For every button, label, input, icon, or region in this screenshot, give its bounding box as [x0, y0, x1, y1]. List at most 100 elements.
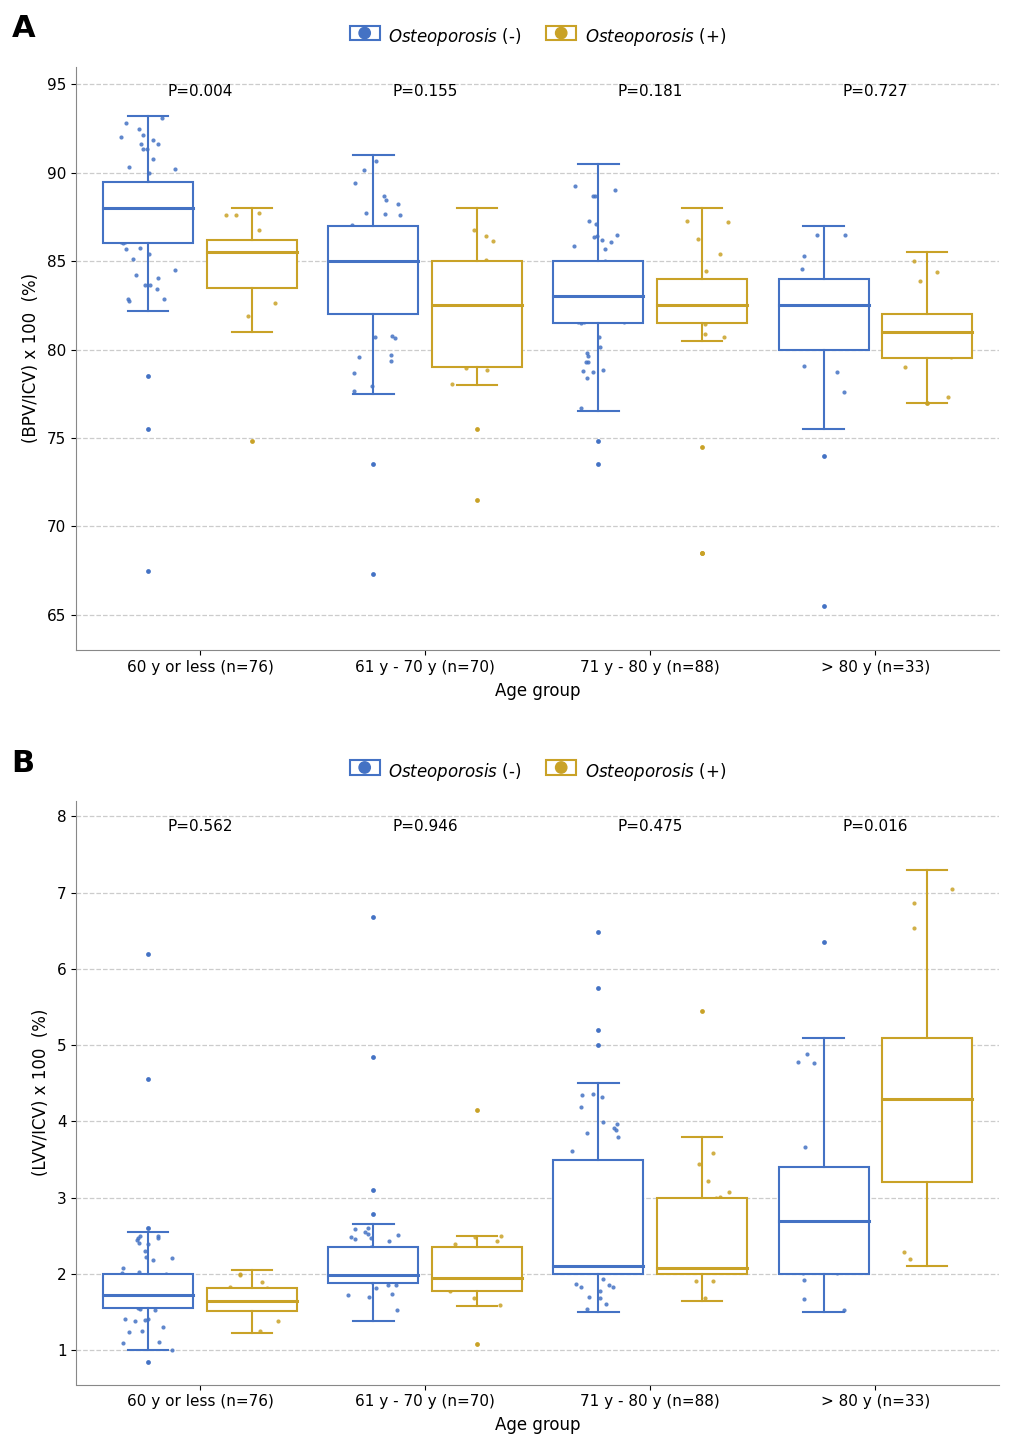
Point — [469, 1099, 485, 1122]
Point — [704, 1241, 720, 1264]
Point — [141, 215, 157, 239]
Point — [934, 1136, 951, 1160]
Point — [127, 204, 144, 227]
Point — [610, 1222, 627, 1245]
Point — [795, 1269, 811, 1292]
Point — [574, 1154, 590, 1177]
Bar — [103, 1275, 193, 1308]
Point — [591, 1286, 607, 1310]
Point — [567, 1235, 583, 1259]
Bar — [656, 1197, 746, 1275]
Point — [128, 202, 145, 226]
Point — [581, 1285, 597, 1308]
Point — [386, 327, 403, 351]
Point — [154, 106, 170, 129]
Point — [379, 218, 395, 242]
Point — [466, 1225, 482, 1248]
Point — [589, 1212, 605, 1235]
Point — [140, 201, 156, 224]
Point — [814, 1168, 830, 1192]
Point — [697, 1260, 713, 1283]
Point — [113, 230, 129, 253]
Point — [607, 292, 624, 316]
Point — [350, 1253, 366, 1276]
Point — [797, 1235, 813, 1259]
Point — [580, 345, 596, 368]
Point — [368, 221, 384, 244]
Text: P=0.004: P=0.004 — [167, 84, 232, 99]
Point — [615, 1235, 632, 1259]
Point — [579, 1244, 595, 1267]
Point — [489, 262, 505, 285]
Point — [809, 320, 825, 343]
Point — [587, 258, 603, 281]
Point — [607, 1218, 624, 1241]
Point — [710, 298, 727, 322]
Point — [357, 1219, 373, 1243]
Point — [137, 1240, 153, 1263]
Point — [577, 259, 593, 282]
Point — [341, 1256, 358, 1279]
Point — [695, 1228, 711, 1251]
Point — [162, 1275, 178, 1298]
Point — [583, 287, 599, 310]
Point — [371, 1248, 387, 1272]
Point — [150, 1331, 166, 1355]
Point — [591, 336, 607, 359]
Point — [590, 976, 606, 1000]
Point — [363, 1235, 379, 1259]
Point — [573, 311, 589, 335]
Point — [387, 246, 404, 269]
Point — [375, 298, 391, 322]
Point — [466, 218, 482, 242]
Point — [679, 210, 695, 233]
Point — [475, 335, 491, 358]
Point — [696, 323, 712, 346]
Point — [906, 329, 922, 352]
Point — [268, 1279, 284, 1302]
Point — [443, 307, 460, 330]
Point — [140, 941, 156, 965]
Point — [828, 308, 845, 332]
Point — [362, 1227, 378, 1250]
Point — [239, 304, 256, 327]
Point — [251, 233, 267, 256]
Point — [609, 1126, 626, 1149]
Point — [129, 1288, 146, 1311]
Point — [340, 1260, 357, 1283]
Point — [149, 278, 165, 301]
Point — [573, 1200, 589, 1224]
Point — [595, 358, 611, 381]
Point — [365, 1179, 381, 1202]
Point — [606, 178, 623, 201]
Point — [580, 1257, 596, 1280]
Point — [585, 1154, 601, 1177]
Bar — [431, 1247, 522, 1291]
Point — [580, 351, 596, 374]
Point — [707, 1186, 723, 1209]
Point — [226, 263, 243, 287]
Point — [603, 1235, 620, 1259]
Point — [140, 1216, 156, 1240]
Point — [116, 1307, 132, 1330]
Point — [127, 226, 144, 249]
Point — [928, 260, 945, 284]
Point — [940, 1056, 956, 1080]
Point — [594, 1110, 610, 1133]
Point — [795, 1288, 811, 1311]
Point — [923, 332, 940, 355]
Point — [461, 326, 477, 349]
Point — [145, 1248, 161, 1272]
Point — [232, 1263, 249, 1286]
Point — [250, 252, 266, 275]
Point — [145, 128, 161, 151]
Point — [373, 276, 389, 300]
Point — [133, 1288, 150, 1311]
Point — [566, 234, 582, 258]
Point — [897, 355, 913, 378]
Point — [582, 259, 598, 282]
Point — [469, 1243, 485, 1266]
Point — [136, 188, 152, 211]
Point — [686, 301, 702, 324]
Point — [123, 1279, 140, 1302]
